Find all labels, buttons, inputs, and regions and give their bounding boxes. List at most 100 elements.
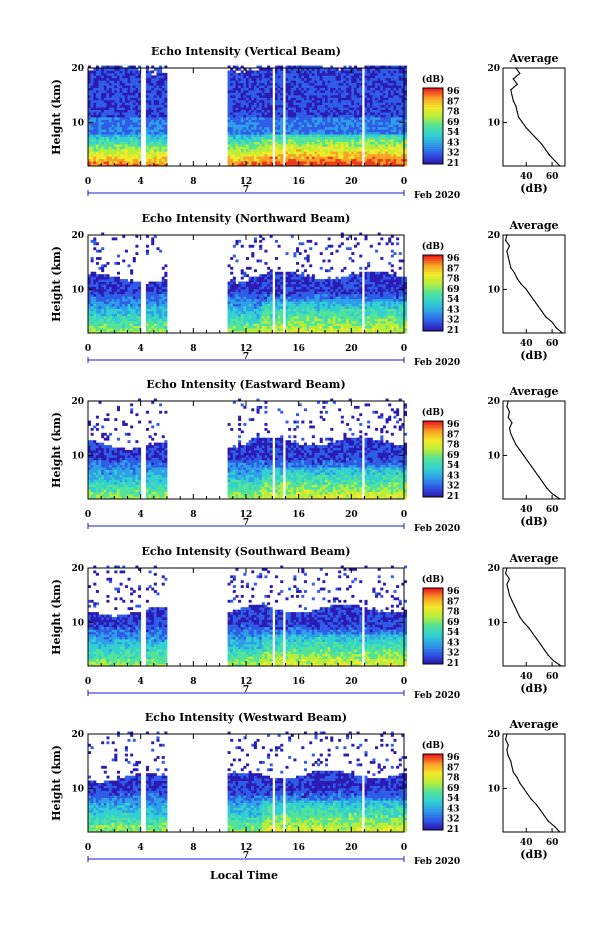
heatmap-cell (130, 279, 133, 282)
heatmap-cell (365, 115, 368, 118)
heatmap-cell (99, 144, 102, 147)
heatmap-cell (235, 159, 238, 162)
heatmap-cell (259, 117, 262, 120)
heatmap-cell (278, 161, 281, 164)
heatmap-cell (133, 80, 136, 83)
heatmap-cell (235, 240, 238, 243)
heatmap-cell (267, 159, 270, 162)
heatmap-cell (249, 299, 252, 302)
heatmap-cell (259, 70, 262, 73)
heatmap-cell (257, 105, 260, 108)
heatmap-cell (307, 107, 310, 110)
heatmap-cell (262, 132, 265, 135)
heatmap-cell (128, 95, 131, 98)
heatmap-cell (343, 139, 346, 142)
heatmap-cell (330, 161, 333, 164)
heatmap-cell (264, 299, 267, 302)
heatmap-cell (156, 316, 159, 319)
heatmap-cell (322, 75, 325, 78)
heatmap-cell (293, 78, 296, 81)
heatmap-cell (391, 97, 394, 100)
heatmap-cell (399, 78, 402, 81)
heatmap-cell (104, 282, 107, 285)
heatmap-cell (349, 151, 352, 154)
heatmap-cell (104, 124, 107, 127)
heatmap-cell (270, 119, 273, 122)
heatmap-cell (251, 73, 254, 76)
heatmap-cell (267, 294, 270, 297)
heatmap-cell (114, 119, 117, 122)
heatmap-cell (375, 110, 378, 113)
heatmap-cell (288, 159, 291, 162)
heatmap-cell (357, 149, 360, 152)
heatmap-cell (275, 142, 278, 145)
heatmap-cell (293, 144, 296, 147)
heatmap-cell (291, 161, 294, 164)
heatmap-cell (325, 83, 328, 86)
heatmap-cell (117, 279, 120, 282)
heatmap-cell (270, 326, 273, 329)
heatmap-cell (314, 132, 317, 135)
heatmap-cell (138, 289, 141, 292)
heatmap-cell (106, 326, 109, 329)
heatmap-cell (296, 151, 299, 154)
heatmap-cell (270, 137, 273, 140)
heatmap-cell (133, 127, 136, 130)
heatmap-cell (117, 156, 120, 159)
heatmap-cell (254, 318, 257, 321)
heatmap-cell (280, 122, 283, 125)
heatmap-cell (330, 127, 333, 130)
heatmap-cell (135, 316, 138, 319)
heatmap-cell (109, 85, 112, 88)
heatmap-cell (154, 296, 157, 299)
heatmap-cell (125, 110, 128, 113)
heatmap-cell (96, 326, 99, 329)
heatmap-cell (320, 129, 323, 132)
heatmap-cell (264, 137, 267, 140)
heatmap-cell (386, 115, 389, 118)
heatmap-cell (264, 142, 267, 145)
heatmap-cell (343, 117, 346, 120)
heatmap-cell (91, 316, 94, 319)
heatmap-cell (357, 132, 360, 135)
heatmap-cell (125, 122, 128, 125)
heatmap-cell (238, 284, 241, 287)
heatmap-cell (372, 70, 375, 73)
heatmap-cell (146, 127, 149, 130)
heatmap-cell (235, 102, 238, 105)
heatmap-cell (338, 154, 341, 157)
heatmap-cell (309, 129, 312, 132)
heatmap-cell (109, 304, 112, 307)
heatmap-cell (367, 129, 370, 132)
heatmap-cell (383, 137, 386, 140)
heatmap-cell (133, 149, 136, 152)
heatmap-cell (114, 159, 117, 162)
heatmap-cell (254, 328, 257, 331)
heatmap-cell (286, 115, 289, 118)
heatmap-cell (91, 291, 94, 294)
heatmap-cell (151, 80, 154, 83)
heatmap-cell (238, 299, 241, 302)
heatmap-cell (228, 90, 231, 93)
heatmap-cell (320, 124, 323, 127)
heatmap-cell (235, 301, 238, 304)
heatmap-cell (238, 122, 241, 125)
heatmap-cell (349, 73, 352, 76)
heatmap-cell (341, 115, 344, 118)
heatmap-cell (106, 151, 109, 154)
heatmap-cell (354, 154, 357, 157)
heatmap-cell (99, 274, 102, 277)
heatmap-cell (117, 102, 120, 105)
heatmap-cell (241, 78, 244, 81)
heatmap-cell (249, 100, 252, 103)
heatmap-cell (312, 132, 315, 135)
colorbar-tick-label: 54 (447, 128, 460, 138)
heatmap-cell (336, 105, 339, 108)
heatmap-cell (280, 151, 283, 154)
heatmap-cell (138, 110, 141, 113)
heatmap-cell (93, 242, 96, 245)
heatmap-cell (375, 102, 378, 105)
heatmap-cell (151, 112, 154, 115)
heatmap-cell (117, 137, 120, 140)
heatmap-cell (93, 73, 96, 76)
